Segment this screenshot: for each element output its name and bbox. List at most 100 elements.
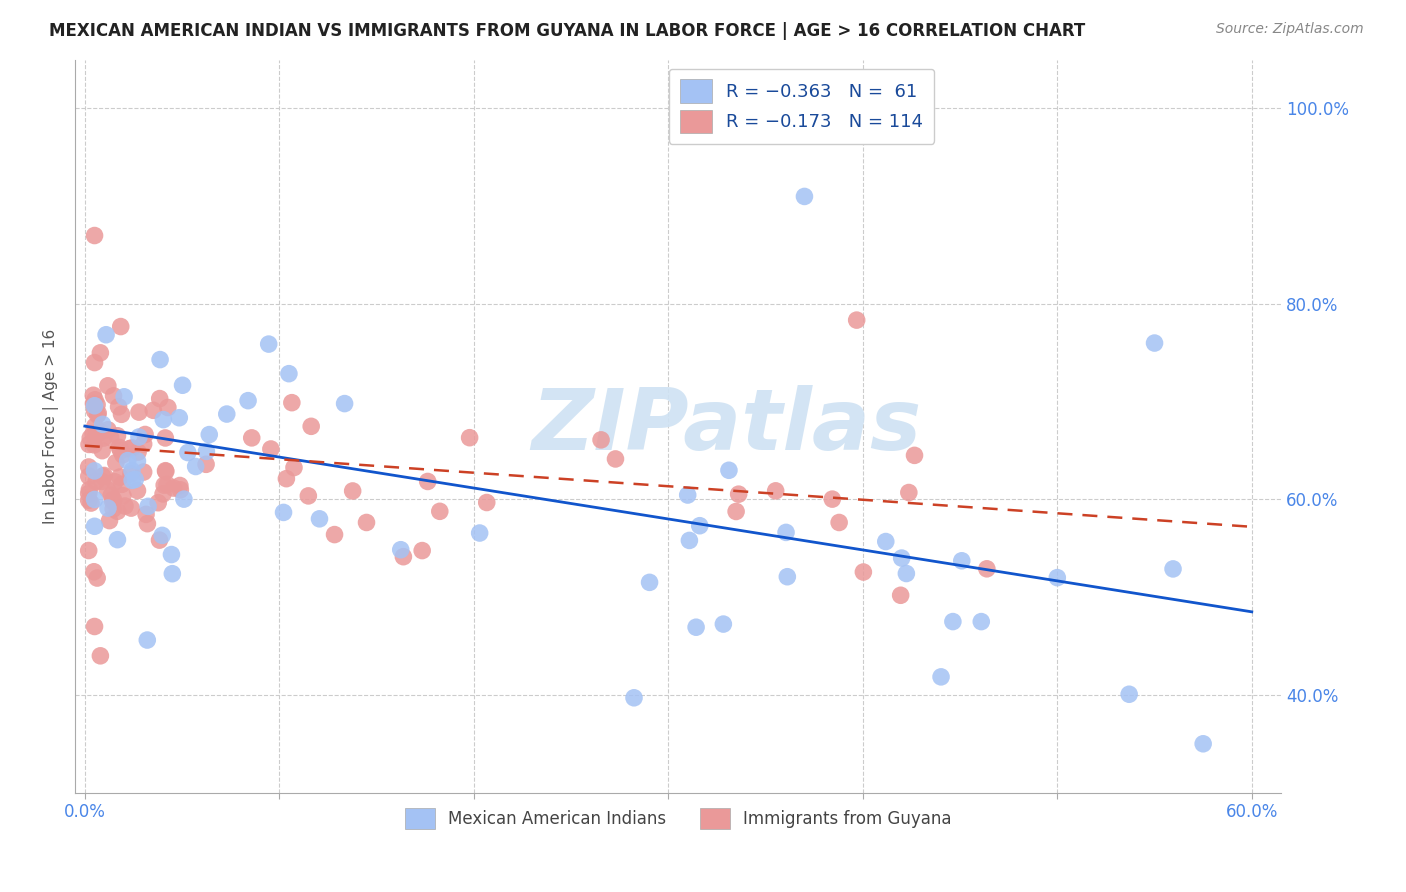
Point <box>112 390 135 404</box>
Point <box>97 379 120 393</box>
Point <box>725 504 748 518</box>
Point <box>793 189 815 203</box>
Point <box>97 423 120 437</box>
Point <box>100 430 122 444</box>
Point <box>273 505 295 519</box>
Point <box>392 549 415 564</box>
Point <box>195 458 218 472</box>
Point <box>103 502 125 516</box>
Point <box>111 448 134 462</box>
Point <box>169 478 191 492</box>
Point <box>852 565 875 579</box>
Point <box>103 492 125 507</box>
Point <box>77 493 100 508</box>
Point <box>118 442 141 456</box>
Point <box>91 469 114 483</box>
Point <box>108 470 131 484</box>
Point <box>91 417 114 432</box>
Point <box>148 496 170 510</box>
Point <box>308 512 330 526</box>
Point <box>821 492 844 507</box>
Point <box>678 533 700 548</box>
Point <box>149 352 172 367</box>
Point <box>623 690 645 705</box>
Point <box>79 483 101 497</box>
Point <box>148 533 170 548</box>
Point <box>114 499 136 513</box>
Point <box>152 412 174 426</box>
Point <box>89 425 111 439</box>
Point <box>897 485 920 500</box>
Point <box>110 408 132 422</box>
Point <box>108 441 131 455</box>
Point <box>77 460 100 475</box>
Point <box>121 441 143 455</box>
Point <box>98 514 121 528</box>
Point <box>111 477 134 491</box>
Point <box>77 486 100 500</box>
Point <box>717 463 740 477</box>
Point <box>976 562 998 576</box>
Point <box>101 494 124 508</box>
Point <box>83 464 105 478</box>
Point <box>775 525 797 540</box>
Point <box>215 407 238 421</box>
Point <box>458 431 481 445</box>
Point <box>97 501 120 516</box>
Point <box>79 431 101 445</box>
Point <box>94 327 117 342</box>
Point <box>100 488 122 502</box>
Point <box>685 620 707 634</box>
Point <box>950 554 973 568</box>
Point <box>169 410 191 425</box>
Point <box>120 467 142 481</box>
Point <box>765 483 787 498</box>
Point <box>83 355 105 369</box>
Point <box>83 619 105 633</box>
Point <box>198 427 221 442</box>
Point <box>136 633 159 648</box>
Point <box>323 527 346 541</box>
Point <box>411 543 433 558</box>
Point <box>89 346 111 360</box>
Point <box>128 405 150 419</box>
Point <box>128 430 150 444</box>
Point <box>83 399 105 413</box>
Point <box>257 337 280 351</box>
Point <box>236 393 259 408</box>
Point <box>689 518 711 533</box>
Text: MEXICAN AMERICAN INDIAN VS IMMIGRANTS FROM GUYANA IN LABOR FORCE | AGE > 16 CORR: MEXICAN AMERICAN INDIAN VS IMMIGRANTS FR… <box>49 22 1085 40</box>
Text: Source: ZipAtlas.com: Source: ZipAtlas.com <box>1216 22 1364 37</box>
Y-axis label: In Labor Force | Age > 16: In Labor Force | Age > 16 <box>44 328 59 524</box>
Point <box>929 670 952 684</box>
Point <box>1143 336 1166 351</box>
Point <box>149 392 172 406</box>
Point <box>676 488 699 502</box>
Point <box>84 475 107 489</box>
Point <box>110 319 132 334</box>
Point <box>389 542 412 557</box>
Point <box>153 478 176 492</box>
Point <box>83 565 105 579</box>
Point <box>333 396 356 410</box>
Point <box>136 500 159 514</box>
Point <box>468 526 491 541</box>
Point <box>104 475 127 489</box>
Point <box>107 533 129 547</box>
Point <box>162 566 184 581</box>
Point <box>173 492 195 507</box>
Point <box>970 615 993 629</box>
Point <box>152 487 174 501</box>
Point <box>83 403 105 417</box>
Point <box>93 468 115 483</box>
Point <box>845 313 868 327</box>
Point <box>875 534 897 549</box>
Point <box>890 588 912 602</box>
Point <box>416 475 439 489</box>
Point <box>177 445 200 459</box>
Point <box>93 431 115 445</box>
Point <box>890 551 912 566</box>
Point <box>184 459 207 474</box>
Point <box>134 427 156 442</box>
Point <box>107 429 129 443</box>
